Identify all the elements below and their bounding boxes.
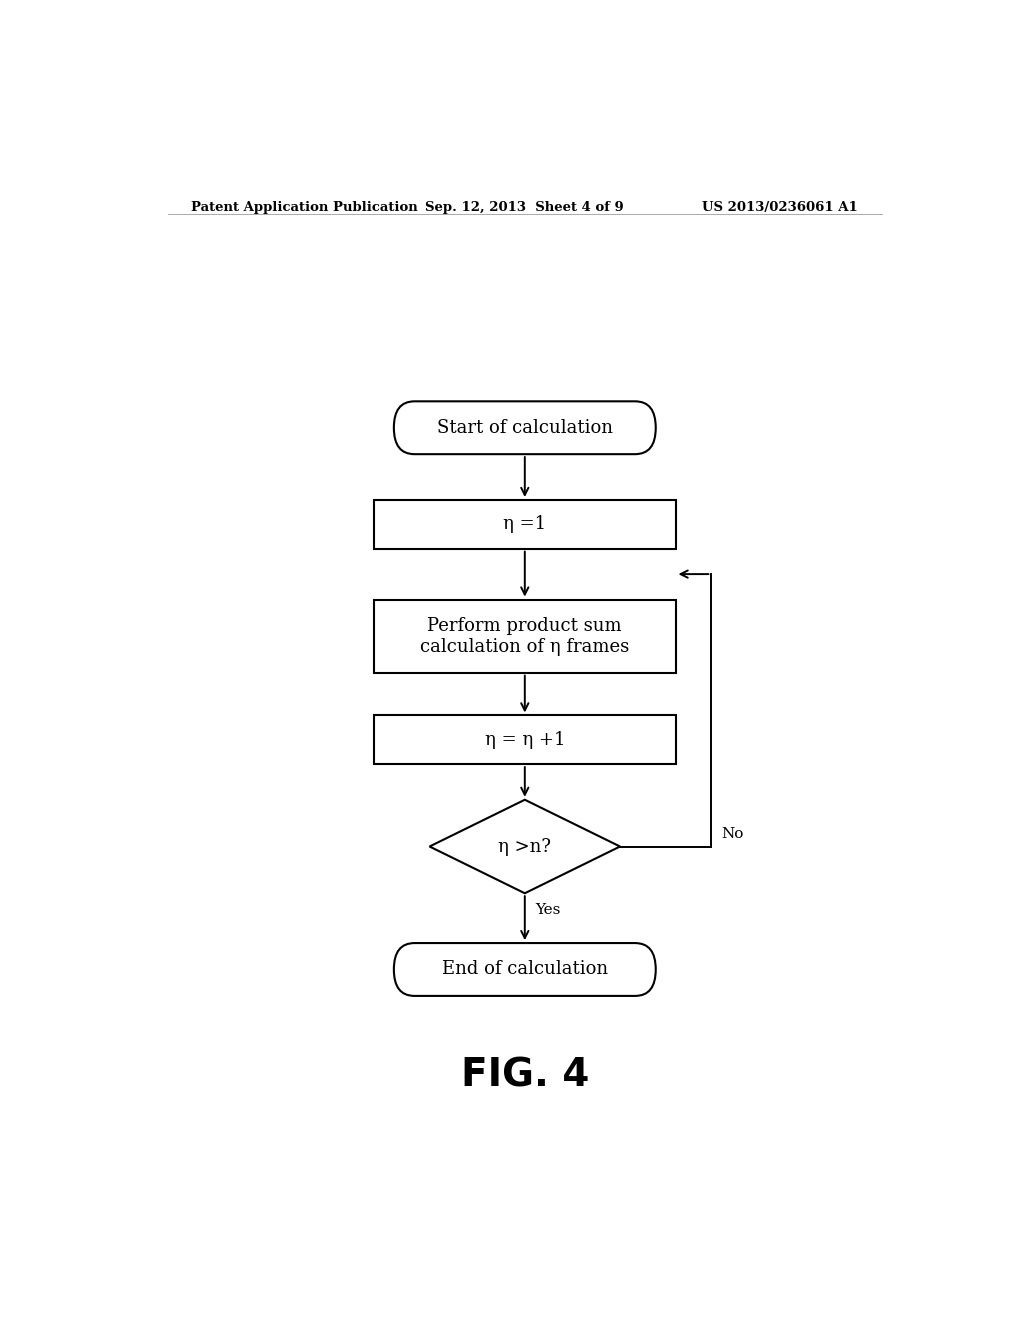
- Text: η >n?: η >n?: [499, 837, 551, 855]
- Text: η = η +1: η = η +1: [484, 731, 565, 748]
- FancyBboxPatch shape: [394, 401, 655, 454]
- Text: No: No: [721, 828, 743, 841]
- Text: Yes: Yes: [536, 903, 560, 917]
- Bar: [374, 599, 676, 673]
- Text: η =1: η =1: [503, 515, 547, 533]
- Text: Sep. 12, 2013  Sheet 4 of 9: Sep. 12, 2013 Sheet 4 of 9: [425, 201, 625, 214]
- Text: Perform product sum
calculation of η frames: Perform product sum calculation of η fra…: [420, 616, 630, 656]
- Bar: [374, 500, 676, 549]
- Text: End of calculation: End of calculation: [441, 961, 608, 978]
- FancyBboxPatch shape: [394, 942, 655, 995]
- Text: Start of calculation: Start of calculation: [437, 418, 612, 437]
- Text: Patent Application Publication: Patent Application Publication: [191, 201, 418, 214]
- Text: US 2013/0236061 A1: US 2013/0236061 A1: [702, 201, 858, 214]
- Polygon shape: [430, 800, 620, 894]
- Bar: [374, 715, 676, 764]
- Text: FIG. 4: FIG. 4: [461, 1056, 589, 1094]
